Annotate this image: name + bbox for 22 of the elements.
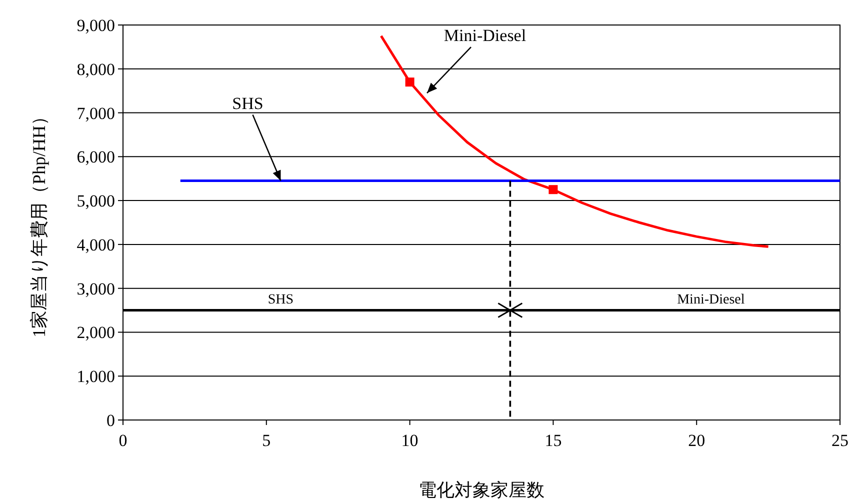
y-tick-label: 8,000 <box>76 60 115 79</box>
x-tick-label: 5 <box>262 431 271 450</box>
annotation: Mini-Diesel <box>677 292 745 308</box>
x-tick-label: 0 <box>118 431 128 450</box>
annotation: SHS <box>232 94 264 113</box>
x-tick-label: 15 <box>544 431 562 450</box>
y-axis-title: 1家屋当り年費用（Php/HH） <box>29 107 49 338</box>
y-tick-label: 5,000 <box>76 192 115 211</box>
x-axis-title: 電化対象家屋数 <box>418 480 544 500</box>
y-tick-label: 0 <box>106 411 115 430</box>
y-tick-label: 3,000 <box>76 279 115 298</box>
x-tick-label: 25 <box>832 431 848 450</box>
y-tick-label: 4,000 <box>76 235 115 254</box>
y-tick-label: 2,000 <box>76 323 115 342</box>
annotation: Mini-Diesel <box>444 26 526 46</box>
y-tick-label: 7,000 <box>76 104 115 123</box>
y-tick-label: 6,000 <box>76 148 115 167</box>
y-tick-label: 1,000 <box>76 367 115 386</box>
y-tick-label: 9,000 <box>76 16 115 35</box>
x-tick-label: 10 <box>401 431 418 450</box>
annotation: SHS <box>268 292 294 308</box>
x-tick-label: 20 <box>688 431 706 450</box>
